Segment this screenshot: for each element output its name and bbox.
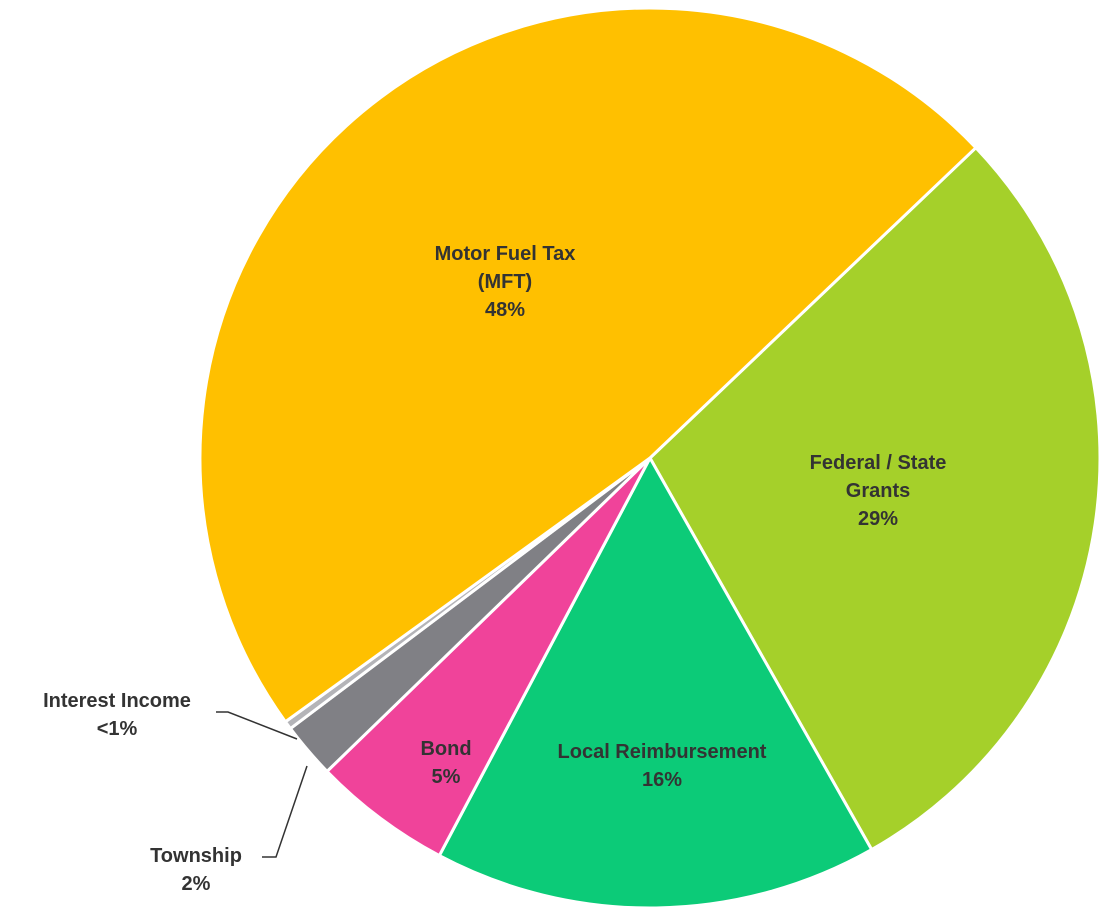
value-label: 29% <box>857 508 899 530</box>
slice-label: Bond 5% <box>386 735 506 791</box>
slice-label: Township 2% <box>116 842 276 898</box>
category-label: Township <box>150 845 242 867</box>
pie-slice <box>437 454 874 910</box>
value-label: 2% <box>181 873 211 895</box>
value-label: 48% <box>484 299 526 321</box>
slice-label: Motor Fuel Tax (MFT) 48% <box>405 240 605 324</box>
pie-slice <box>198 6 978 724</box>
category-label: Bond <box>420 738 472 760</box>
slice-label: Federal / State Grants 29% <box>778 449 978 533</box>
category-label: Interest Income <box>43 690 191 712</box>
slice-label: Local Reimbursement 16% <box>502 738 822 794</box>
category-label: Local Reimbursement <box>557 741 767 763</box>
value-label: <1% <box>96 718 138 740</box>
value-label: 5% <box>431 766 461 788</box>
leader-line <box>262 765 308 858</box>
category-label: Motor Fuel Tax (MFT) <box>434 243 576 293</box>
pie-slice <box>648 145 1102 852</box>
slice-label: Interest Income <1% <box>17 687 217 743</box>
category-label: Federal / State Grants <box>809 452 947 502</box>
leader-line <box>216 711 298 740</box>
value-label: 16% <box>641 769 683 791</box>
